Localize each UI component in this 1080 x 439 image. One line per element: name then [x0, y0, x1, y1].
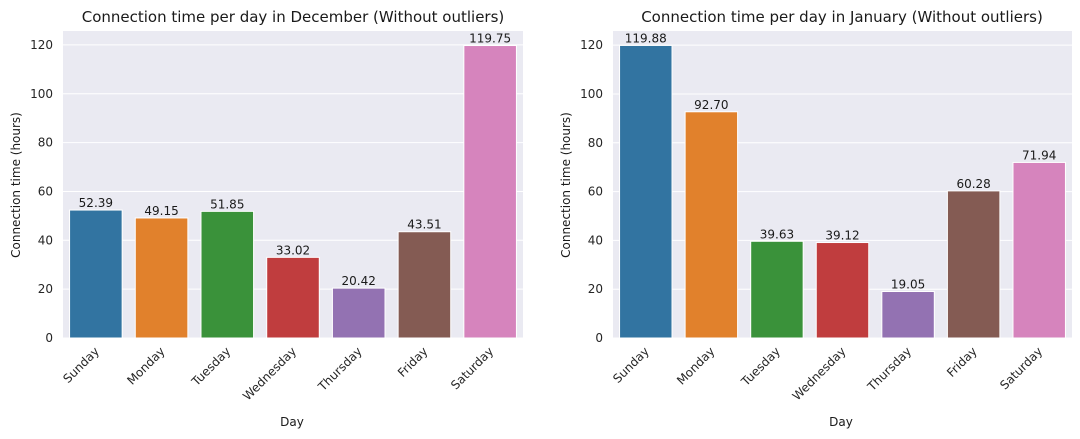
- y-tick-label: 0: [595, 331, 603, 345]
- y-tick-label: 80: [588, 136, 603, 150]
- y-tick-label: 80: [38, 136, 53, 150]
- x-axis-label: Day: [280, 415, 304, 429]
- bar-tuesday: [200, 210, 255, 339]
- x-tick-label: Wednesday: [790, 344, 849, 403]
- y-tick-label: 120: [580, 38, 603, 52]
- bar-tuesday: [750, 240, 804, 339]
- x-tick-label: Saturday: [448, 344, 496, 392]
- y-tick-label: 120: [30, 38, 53, 52]
- bar-value-label: 51.85: [210, 197, 244, 211]
- bar-sunday: [619, 44, 673, 339]
- x-tick-label: Tuesday: [188, 344, 233, 389]
- bar-monday: [684, 111, 739, 339]
- x-tick-labels: Sunday Monday Tuesday Wednesday Thursday Frid…: [60, 344, 496, 403]
- bar-value-label: 119.75: [469, 32, 511, 46]
- y-tick-label: 60: [38, 184, 53, 198]
- bar-value-label: 52.39: [79, 196, 113, 210]
- bar-value-labels: 119.88 92.70 39.63 39.12 19.05 60.28 71.94: [625, 31, 1057, 291]
- chart-january: 119.88 92.70 39.63 39.12 19.05 60.28 71.94 0 20…: [559, 8, 1072, 429]
- bar-value-label: 119.88: [625, 31, 667, 45]
- bar-friday: [397, 231, 452, 339]
- bar-value-label: 33.02: [276, 243, 310, 257]
- y-tick-label: 20: [38, 282, 53, 296]
- x-tick-label: Thursday: [864, 344, 914, 394]
- x-axis-label: Day: [829, 415, 853, 429]
- bar-thursday: [881, 291, 935, 339]
- x-tick-label: Sunday: [60, 344, 102, 386]
- y-tick-label: 20: [588, 282, 603, 296]
- x-tick-label: Monday: [674, 344, 717, 387]
- bar-value-label: 92.70: [694, 98, 728, 112]
- bars: [619, 44, 1066, 339]
- chart-december: 52.39 49.15 51.85 33.02 20.42 43.51 119.75 0 20…: [9, 8, 523, 429]
- y-tick-label: 40: [588, 233, 603, 247]
- chart-title: Connection time per day in January (With…: [641, 8, 1043, 26]
- bar-value-label: 60.28: [956, 177, 990, 191]
- x-tick-label: Saturday: [997, 344, 1045, 392]
- x-tick-label: Monday: [124, 344, 167, 387]
- y-axis-label: Connection time (hours): [9, 112, 23, 258]
- bar-saturday: [1012, 161, 1066, 339]
- bar-value-label: 39.12: [825, 229, 859, 243]
- bar-friday: [946, 190, 1001, 339]
- bars: [69, 45, 517, 339]
- y-tick-label: 60: [588, 185, 603, 199]
- chart-title: Connection time per day in December (Wit…: [82, 8, 505, 26]
- y-tick-label: 100: [30, 87, 53, 101]
- x-tick-label: Sunday: [610, 344, 652, 386]
- bar-wednesday: [266, 256, 320, 339]
- bar-wednesday: [815, 242, 870, 339]
- x-tick-label: Friday: [944, 344, 980, 380]
- bar-saturday: [463, 45, 517, 339]
- bar-value-label: 49.15: [144, 204, 178, 218]
- y-tick-label: 0: [45, 331, 53, 345]
- x-tick-label: Thursday: [315, 344, 365, 394]
- y-tick-label: 40: [38, 233, 53, 247]
- y-tick-labels: 0 20 40 60 80 100 120: [30, 38, 53, 345]
- bar-sunday: [69, 209, 123, 339]
- bar-value-label: 43.51: [407, 218, 441, 232]
- y-tick-label: 100: [580, 87, 603, 101]
- bar-value-label: 39.63: [760, 227, 794, 241]
- y-tick-labels: 0 20 40 60 80 100 120: [580, 38, 603, 345]
- x-tick-labels: Sunday Monday Tuesday Wednesday Thursday Frid…: [610, 344, 1045, 403]
- bar-monday: [134, 217, 189, 339]
- bar-value-label: 19.05: [891, 278, 925, 292]
- x-tick-label: Friday: [395, 344, 431, 380]
- y-axis-label: Connection time (hours): [559, 112, 573, 258]
- bar-thursday: [331, 287, 386, 339]
- x-tick-label: Tuesday: [738, 344, 783, 389]
- bar-value-label: 20.42: [342, 274, 376, 288]
- bar-value-labels: 52.39 49.15 51.85 33.02 20.42 43.51 119.75: [79, 32, 511, 289]
- bar-value-label: 71.94: [1022, 148, 1056, 162]
- x-tick-label: Wednesday: [240, 344, 299, 403]
